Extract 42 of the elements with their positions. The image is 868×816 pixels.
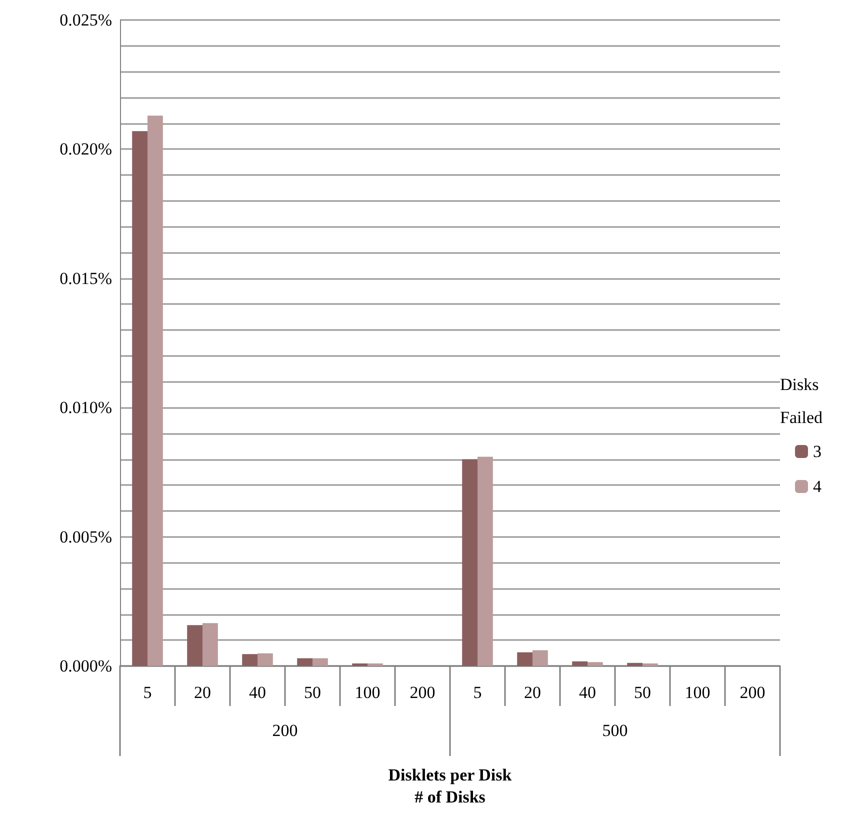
x-tick-label: 200	[740, 683, 766, 702]
x-axis-title: Disklets per Disk # of Disks	[388, 766, 512, 806]
bar	[478, 456, 493, 666]
bar	[187, 625, 202, 666]
x-tick-label: 5	[473, 683, 482, 702]
bar	[588, 662, 603, 666]
bar	[532, 650, 548, 666]
text: 500	[602, 721, 628, 740]
y-tick-label: 0.020%	[60, 140, 112, 159]
x-tick-label: 5	[143, 683, 152, 702]
bar	[368, 663, 383, 666]
x-tick-label: 100	[354, 683, 380, 702]
bar	[312, 658, 328, 666]
bar	[517, 652, 532, 666]
x-tick-label: 40	[249, 683, 266, 702]
x-tick-label: 50	[634, 683, 651, 702]
legend-label: 3	[813, 442, 822, 461]
x-tick-label: 50	[304, 683, 321, 702]
y-tick-label: 0.015%	[60, 268, 112, 288]
bar	[132, 131, 148, 666]
bar	[627, 662, 642, 666]
bar	[462, 459, 478, 666]
legend-label: 4	[813, 477, 822, 496]
y-tick-label: 0.010%	[60, 398, 112, 418]
bar	[258, 653, 273, 666]
bar	[642, 663, 658, 666]
x-tick-label: 40	[579, 683, 596, 702]
y-tick-label: 0.005%	[60, 527, 112, 546]
bar	[572, 661, 588, 666]
x-tick-label: 20	[524, 683, 541, 702]
bar	[297, 658, 312, 666]
bar	[202, 623, 218, 666]
x-tick-label: 100	[684, 683, 710, 702]
bar	[148, 116, 163, 666]
text: 200	[272, 721, 298, 740]
bar	[352, 663, 368, 666]
x-tick-label: 200	[410, 683, 436, 702]
y-tick-label: 0.025%	[60, 10, 112, 30]
bar	[242, 654, 258, 666]
x-tick-label: 20	[194, 683, 211, 702]
y-tick-label: 0.000%	[60, 656, 112, 676]
legend-title: Disks Failed	[780, 375, 823, 427]
